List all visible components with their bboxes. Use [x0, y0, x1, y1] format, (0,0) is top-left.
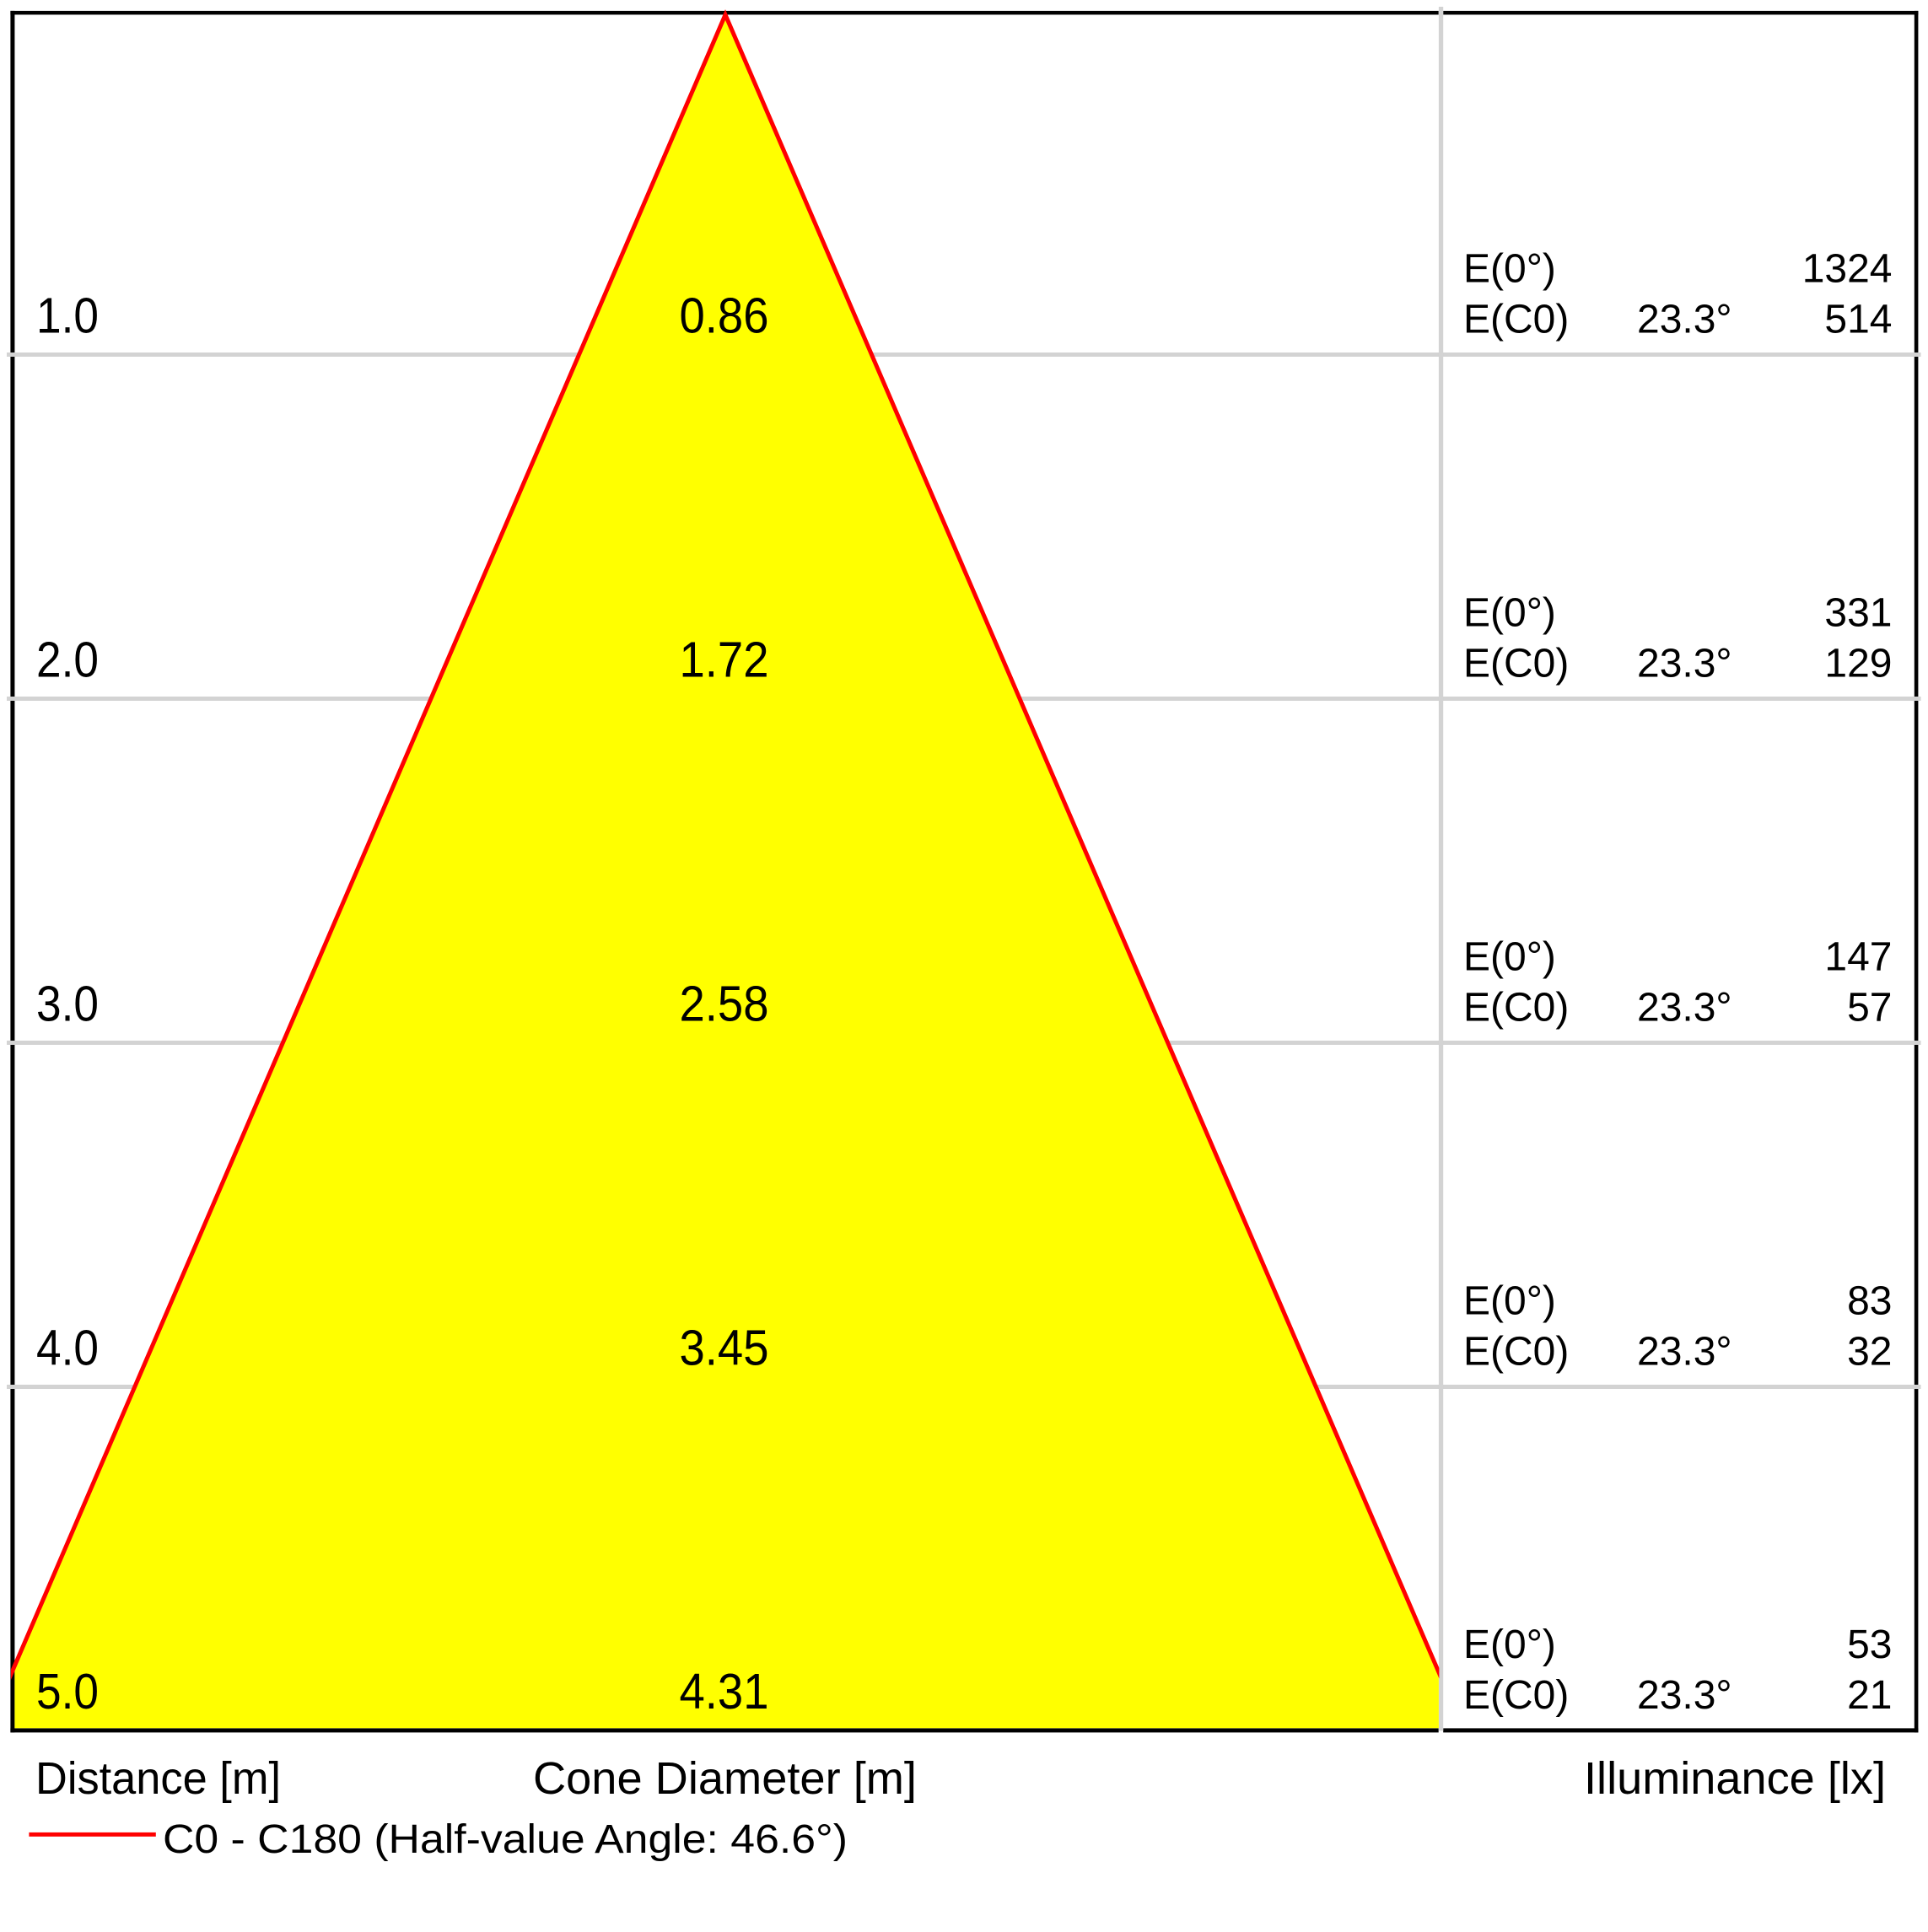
svg-text:E(C0): E(C0) — [1463, 1673, 1569, 1718]
svg-text:32: 32 — [1847, 1330, 1892, 1375]
svg-text:83: 83 — [1847, 1279, 1892, 1324]
svg-text:4.31: 4.31 — [680, 1664, 769, 1719]
svg-text:21: 21 — [1847, 1673, 1892, 1718]
svg-text:23.3°: 23.3° — [1637, 986, 1732, 1031]
svg-text:E(C0): E(C0) — [1463, 1330, 1569, 1375]
svg-text:1.72: 1.72 — [680, 632, 769, 688]
svg-text:3.0: 3.0 — [36, 977, 99, 1032]
svg-text:23.3°: 23.3° — [1637, 298, 1732, 342]
svg-text:2.58: 2.58 — [680, 977, 769, 1032]
svg-text:Distance [m]: Distance [m] — [35, 1753, 281, 1804]
svg-text:147: 147 — [1824, 935, 1892, 980]
svg-text:Cone Diameter [m]: Cone Diameter [m] — [533, 1753, 917, 1804]
svg-text:53: 53 — [1847, 1623, 1892, 1667]
svg-text:23.3°: 23.3° — [1637, 1673, 1732, 1718]
svg-text:57: 57 — [1847, 986, 1892, 1031]
svg-text:2.0: 2.0 — [36, 632, 99, 688]
svg-text:E(0°): E(0°) — [1463, 1623, 1556, 1667]
svg-text:3.45: 3.45 — [680, 1321, 769, 1376]
svg-text:E(C0): E(C0) — [1463, 642, 1569, 686]
svg-text:Illuminance [lx]: Illuminance [lx] — [1584, 1753, 1886, 1804]
svg-text:331: 331 — [1824, 591, 1892, 636]
svg-text:129: 129 — [1824, 642, 1892, 686]
svg-text:E(C0): E(C0) — [1463, 298, 1569, 342]
svg-text:E(C0): E(C0) — [1463, 986, 1569, 1031]
svg-text:1324: 1324 — [1802, 247, 1893, 292]
svg-text:E(0°): E(0°) — [1463, 1279, 1556, 1324]
svg-text:E(0°): E(0°) — [1463, 935, 1556, 980]
svg-text:0.86: 0.86 — [680, 288, 769, 344]
svg-text:4.0: 4.0 — [36, 1321, 99, 1376]
svg-text:1.0: 1.0 — [36, 288, 99, 344]
svg-text:23.3°: 23.3° — [1637, 642, 1732, 686]
svg-text:C0 - C180 (Half-value Angle: 4: C0 - C180 (Half-value Angle: 46.6°) — [163, 1817, 848, 1862]
svg-text:5.0: 5.0 — [36, 1664, 99, 1719]
svg-text:514: 514 — [1824, 298, 1892, 342]
svg-text:E(0°): E(0°) — [1463, 247, 1556, 292]
svg-text:E(0°): E(0°) — [1463, 591, 1556, 636]
svg-text:23.3°: 23.3° — [1637, 1330, 1732, 1375]
